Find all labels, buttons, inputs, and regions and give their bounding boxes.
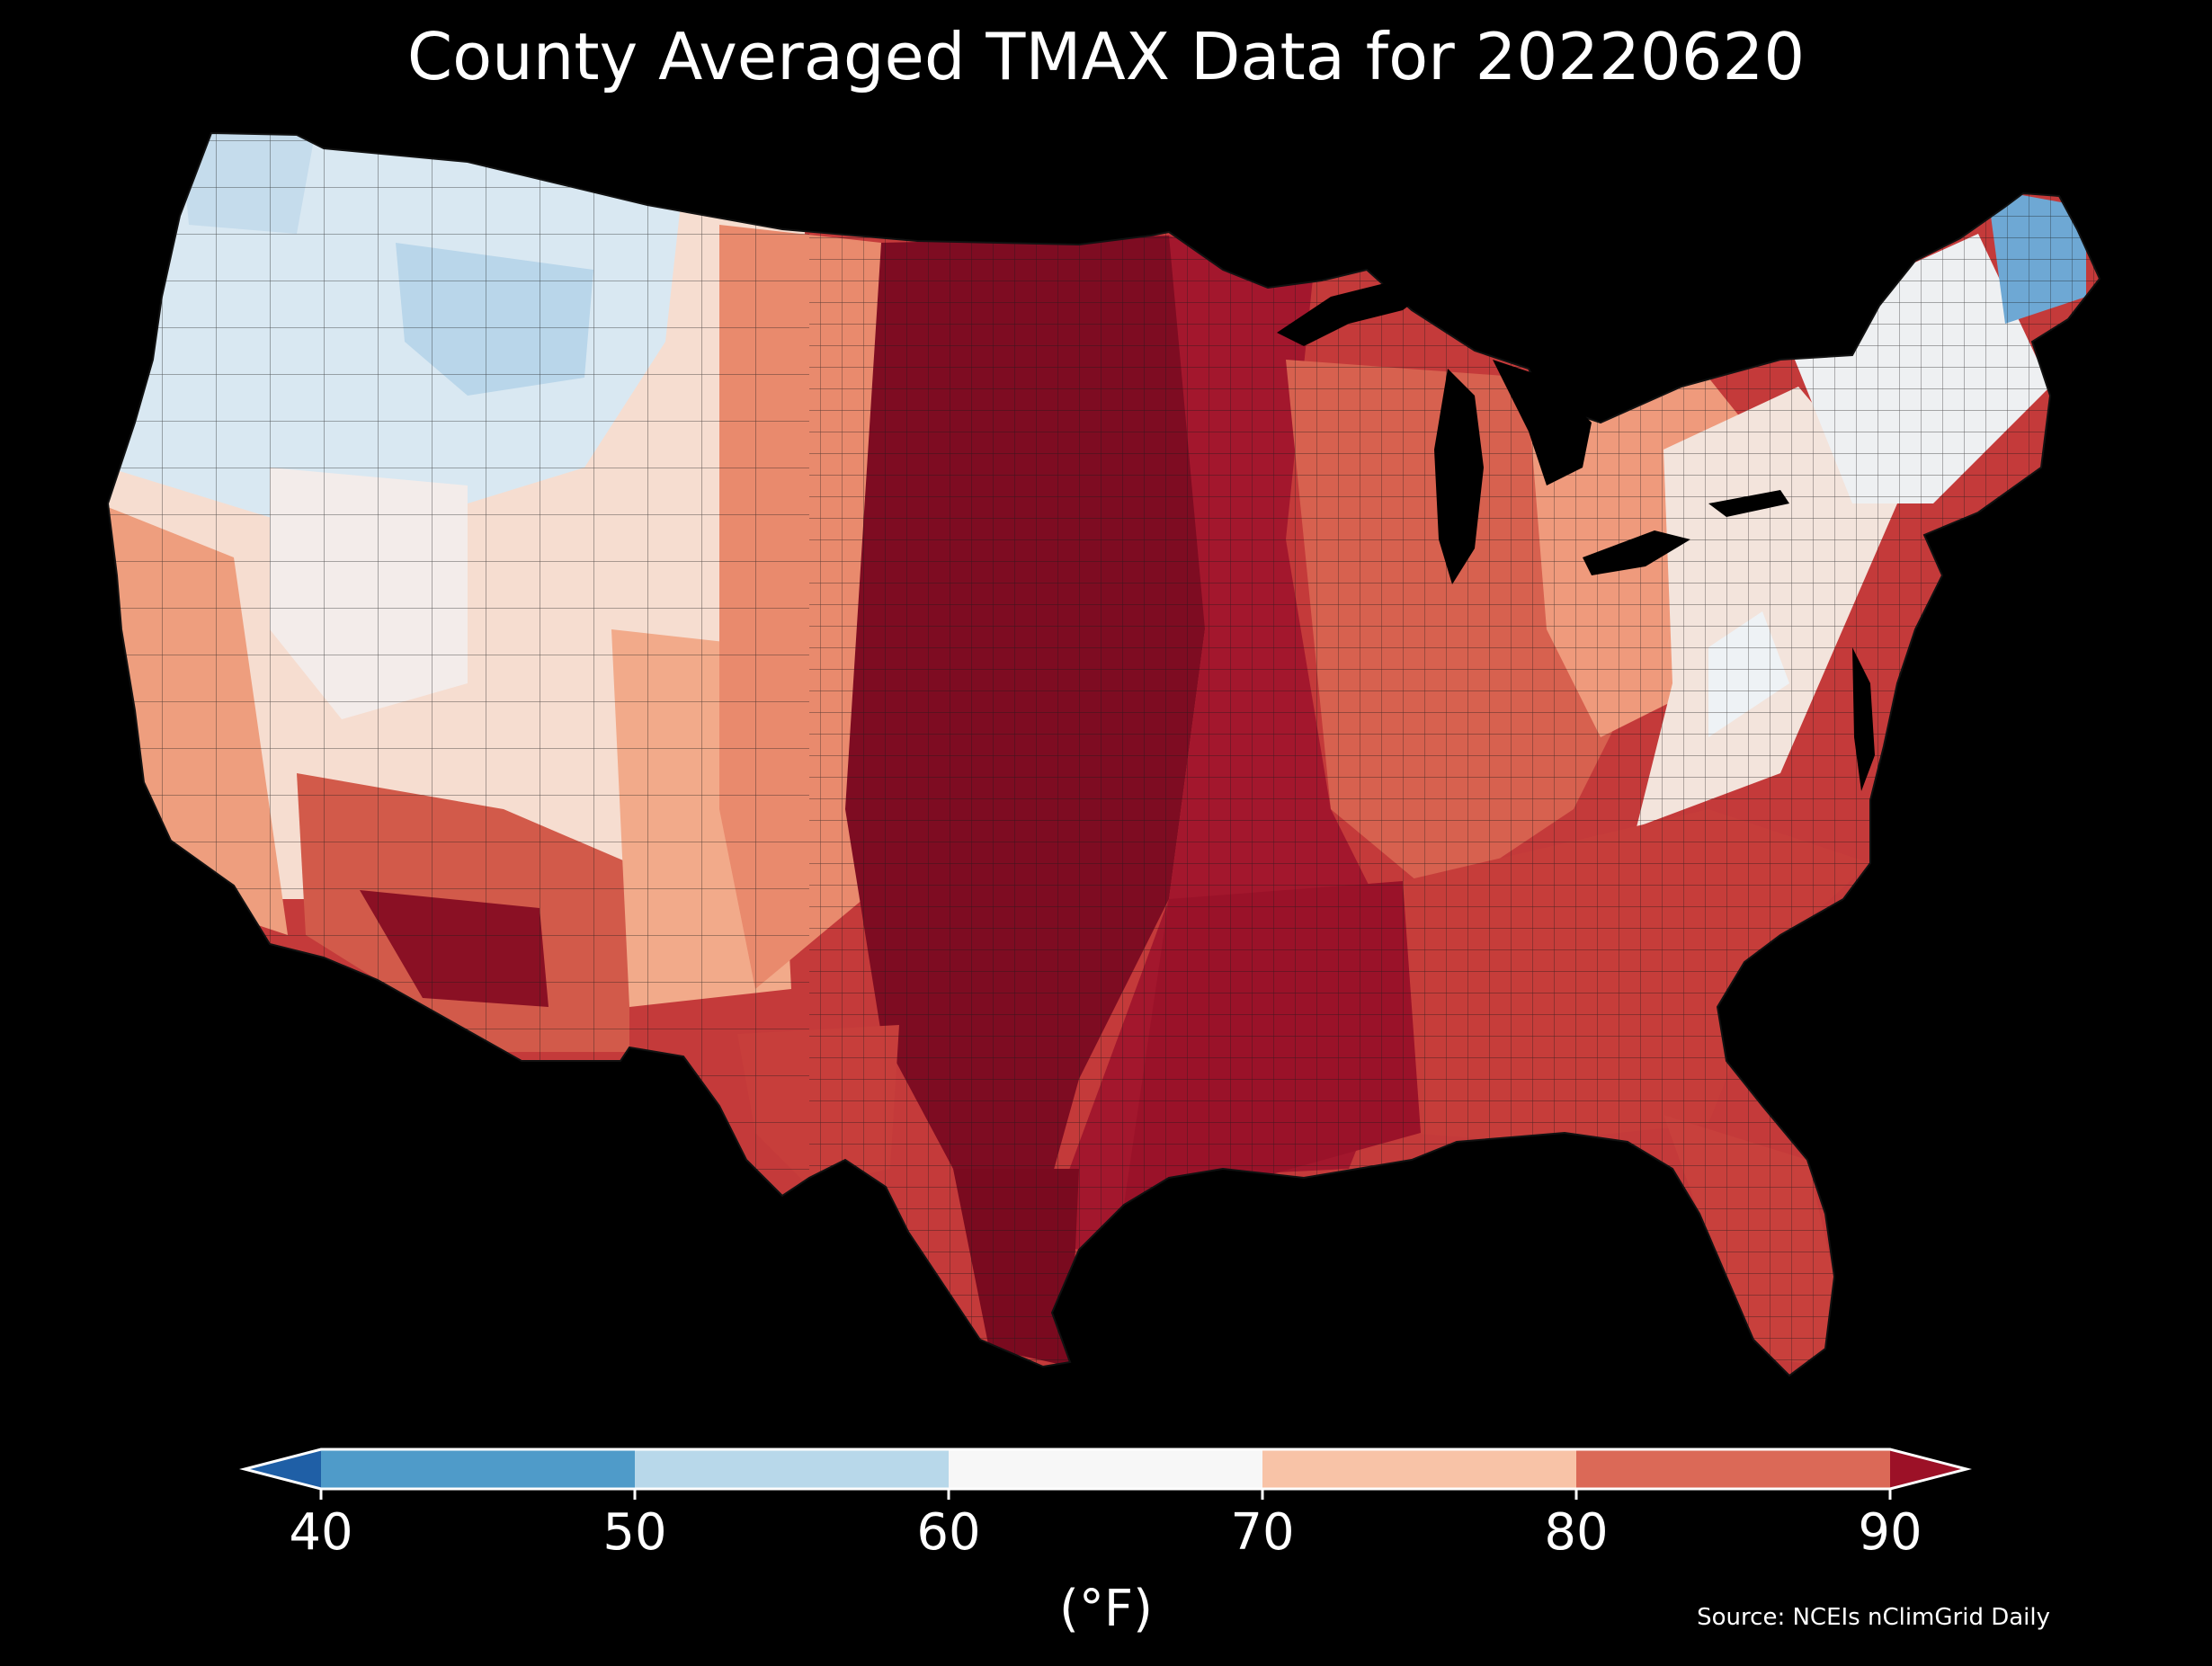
colorbar-tick-label: 50 xyxy=(602,1503,667,1562)
colorbar-band xyxy=(949,1449,1262,1489)
colorbar-band xyxy=(635,1449,949,1489)
colorbar-unit-label: (°F) xyxy=(1059,1580,1153,1638)
map-title: County Averaged TMAX Data for 20220620 xyxy=(406,19,1806,94)
lake-ontario xyxy=(1708,490,1789,517)
colorbar-over-extend xyxy=(1890,1449,1967,1489)
colorbar-tick-label: 40 xyxy=(289,1503,353,1562)
colorbar-tick-label: 60 xyxy=(916,1503,981,1562)
colorbar-tick-label: 90 xyxy=(1858,1503,1922,1562)
colorbar-band xyxy=(1576,1449,1890,1489)
colorbar-tick-label: 80 xyxy=(1544,1503,1609,1562)
colorbar-band xyxy=(321,1449,635,1489)
colorbar-under-extend xyxy=(245,1449,321,1489)
lake-erie xyxy=(1583,530,1690,575)
colorbar-tick-label: 70 xyxy=(1230,1503,1295,1562)
colorbar-band xyxy=(1262,1449,1576,1489)
great-lakes xyxy=(1277,270,1875,791)
chesapeake-bay xyxy=(1852,647,1875,791)
lake-superior xyxy=(1277,270,1457,346)
lake-huron xyxy=(1493,360,1592,486)
colorbar xyxy=(239,1448,1972,1500)
lake-michigan xyxy=(1434,369,1484,584)
source-note: Source: NCEIs nClimGrid Daily xyxy=(1697,1604,2050,1631)
